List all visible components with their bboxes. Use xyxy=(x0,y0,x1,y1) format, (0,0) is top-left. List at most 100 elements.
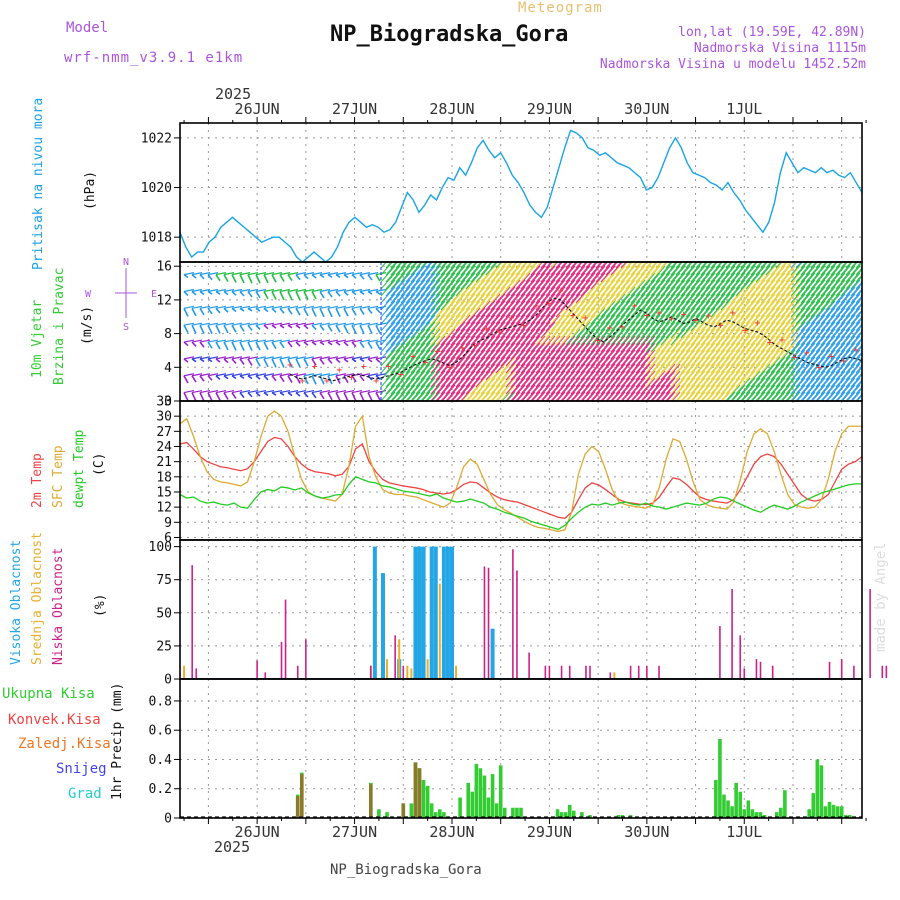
wind-barb xyxy=(605,272,621,290)
y-tick-label: 0.8 xyxy=(149,694,172,709)
wind-barb xyxy=(385,300,401,318)
wind-barb xyxy=(685,314,701,332)
wind-barb xyxy=(640,356,656,374)
low-cloud-bar xyxy=(487,567,490,678)
wind-gust-marker: + xyxy=(853,345,859,356)
wind-barb xyxy=(520,321,536,339)
wind-barb xyxy=(805,279,821,297)
wind-barb xyxy=(247,356,259,360)
wind-barb xyxy=(765,272,781,290)
wind-barb xyxy=(735,349,751,367)
wind-barb xyxy=(247,274,253,284)
wind-barb xyxy=(600,286,616,304)
wind-barb xyxy=(510,272,526,290)
wind-barb xyxy=(695,300,711,318)
wind-barb xyxy=(840,272,856,290)
wind-barb xyxy=(630,314,646,332)
wind-barb xyxy=(805,356,821,374)
total-rain-bar xyxy=(425,785,430,818)
wind-gust-marker: + xyxy=(361,362,367,373)
wind-barb xyxy=(750,300,766,318)
wind-barb xyxy=(881,266,895,282)
wind-barb xyxy=(871,343,885,359)
y-tick-label: 12 xyxy=(156,501,172,516)
low-cloud-bar xyxy=(755,659,758,678)
wind-barb xyxy=(785,314,801,332)
wind-barb xyxy=(755,262,762,269)
wind-barb xyxy=(575,293,591,311)
wind-barb xyxy=(705,307,721,325)
wind-barb xyxy=(435,286,451,304)
wind-barb xyxy=(850,366,862,381)
wind-barb xyxy=(255,272,267,276)
wind-barb xyxy=(640,279,656,297)
wind-barb xyxy=(610,349,626,367)
wind-barb xyxy=(675,356,691,374)
wind-barb xyxy=(860,371,862,374)
wind-barb xyxy=(465,335,481,353)
wind-barb xyxy=(311,356,323,360)
wind-barb xyxy=(610,307,626,325)
wind-barb xyxy=(735,328,751,346)
wind-barb xyxy=(700,342,716,360)
wind-barb xyxy=(835,262,842,269)
wind-barb xyxy=(550,314,566,332)
wind-barb xyxy=(490,349,506,367)
wind-barb xyxy=(700,328,716,346)
wind-barb xyxy=(199,272,211,276)
wind-barb xyxy=(770,356,786,374)
wind-barb xyxy=(711,391,721,401)
wind-barb xyxy=(430,370,446,388)
wind-barb xyxy=(665,384,681,401)
wind-barb xyxy=(505,356,521,374)
wind-barb xyxy=(420,349,436,367)
wind-barb xyxy=(500,342,516,360)
wind-barb xyxy=(475,321,491,339)
wind-barb xyxy=(327,322,339,326)
wind-barb xyxy=(223,274,229,282)
wind-barb xyxy=(840,349,856,367)
wind-barb xyxy=(540,363,556,381)
wind-barb xyxy=(620,321,636,339)
wind-barb xyxy=(625,262,639,276)
wind-barb xyxy=(680,349,696,367)
wind-barb xyxy=(785,349,801,367)
wind-barb xyxy=(825,377,841,395)
wind-barb xyxy=(790,342,806,360)
total-rain-bar xyxy=(409,803,414,818)
y-tick-label: 4 xyxy=(164,361,172,376)
wind-barb xyxy=(550,335,566,353)
wind-barb xyxy=(520,377,536,395)
wind-barb xyxy=(395,314,411,332)
wind-barb xyxy=(425,307,441,325)
wind-barb xyxy=(715,328,731,346)
wind-barb xyxy=(725,293,741,311)
wind-barb xyxy=(645,272,661,290)
wind-barb xyxy=(570,307,586,325)
wind-barb xyxy=(610,314,626,332)
wind-barb xyxy=(641,391,651,401)
wind-barb xyxy=(231,305,243,309)
compass-direction-label: E xyxy=(151,289,157,300)
wind-barb xyxy=(375,358,381,363)
wind-barb xyxy=(835,279,851,297)
wind-barb xyxy=(690,363,706,381)
wind-barb xyxy=(327,356,339,360)
wind-barb xyxy=(550,321,566,339)
wind-barb xyxy=(866,357,880,373)
wind-barb xyxy=(795,307,811,325)
wind-barb xyxy=(675,262,689,276)
wind-barb xyxy=(855,351,862,360)
wind-barb xyxy=(247,288,259,293)
wind-barb xyxy=(730,314,746,332)
wind-barb xyxy=(760,321,776,339)
wind-barb xyxy=(415,363,431,381)
wind-barb xyxy=(247,305,259,309)
wind-barb xyxy=(183,307,189,317)
wind-barb xyxy=(511,391,521,401)
wind-barb xyxy=(635,262,642,269)
wind-barb xyxy=(620,279,636,297)
wind-barb xyxy=(351,305,363,309)
total-rain-bar xyxy=(563,812,568,818)
wind-barb xyxy=(881,371,895,387)
